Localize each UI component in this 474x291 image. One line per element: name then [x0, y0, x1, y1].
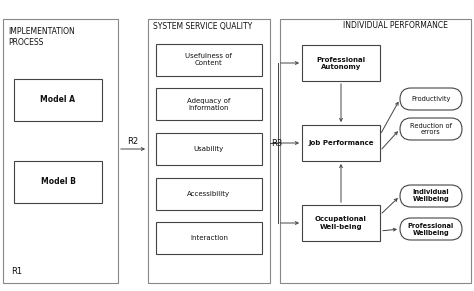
FancyBboxPatch shape: [302, 45, 380, 81]
Text: Interaction: Interaction: [190, 235, 228, 241]
Text: Usefulness of
Content: Usefulness of Content: [185, 53, 233, 66]
FancyBboxPatch shape: [400, 88, 462, 110]
Text: R2: R2: [128, 138, 138, 146]
Text: INDIVIDUAL PERFORMANCE: INDIVIDUAL PERFORMANCE: [343, 22, 448, 31]
Text: Professional
Wellbeing: Professional Wellbeing: [408, 223, 454, 235]
FancyBboxPatch shape: [156, 44, 262, 76]
Text: Accessibility: Accessibility: [187, 191, 230, 197]
FancyBboxPatch shape: [156, 133, 262, 165]
Text: Usability: Usability: [194, 146, 224, 152]
Text: Productivity: Productivity: [411, 96, 451, 102]
Text: Model A: Model A: [40, 95, 75, 104]
Text: IMPLEMENTATION
PROCESS: IMPLEMENTATION PROCESS: [8, 27, 75, 47]
FancyBboxPatch shape: [400, 185, 462, 207]
Text: Model B: Model B: [41, 178, 75, 187]
FancyBboxPatch shape: [280, 19, 471, 283]
FancyBboxPatch shape: [14, 161, 102, 203]
Text: Professional
Autonomy: Professional Autonomy: [317, 56, 365, 70]
FancyBboxPatch shape: [302, 205, 380, 241]
FancyBboxPatch shape: [148, 19, 270, 283]
Text: R1: R1: [11, 267, 22, 276]
Text: SYSTEM SERVICE QUALITY: SYSTEM SERVICE QUALITY: [153, 22, 252, 31]
Text: Job Performance: Job Performance: [308, 140, 374, 146]
Text: R3: R3: [272, 139, 283, 148]
FancyBboxPatch shape: [3, 19, 118, 283]
FancyBboxPatch shape: [400, 218, 462, 240]
FancyBboxPatch shape: [156, 88, 262, 120]
Text: Occupational
Well-being: Occupational Well-being: [315, 217, 367, 230]
FancyBboxPatch shape: [156, 222, 262, 254]
FancyBboxPatch shape: [156, 178, 262, 210]
Text: Reduction of
errors: Reduction of errors: [410, 123, 452, 136]
FancyBboxPatch shape: [400, 118, 462, 140]
Text: Adequacy of
Information: Adequacy of Information: [187, 98, 231, 111]
FancyBboxPatch shape: [302, 125, 380, 161]
Text: Individual
Wellbeing: Individual Wellbeing: [413, 189, 449, 203]
FancyBboxPatch shape: [14, 79, 102, 121]
